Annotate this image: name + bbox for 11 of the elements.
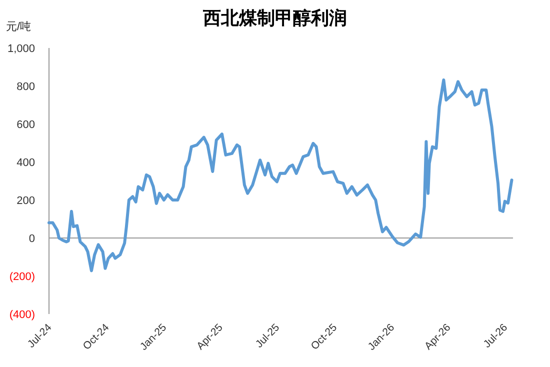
line-series — [48, 78, 514, 272]
y-tick-label: (400) — [9, 308, 35, 321]
y-axis-title: 元/吨 — [6, 20, 32, 33]
y-tick-label: 800 — [16, 80, 35, 93]
y-tick-label: (200) — [9, 270, 35, 283]
y-tick-label: 200 — [16, 194, 35, 207]
y-tick-label: 0 — [28, 232, 35, 245]
y-tick-label: 600 — [16, 118, 35, 131]
y-tick-label: 400 — [16, 156, 35, 169]
chart-title: 西北煤制甲醇利润 — [202, 8, 347, 28]
y-tick-label: 1,000 — [7, 42, 35, 55]
